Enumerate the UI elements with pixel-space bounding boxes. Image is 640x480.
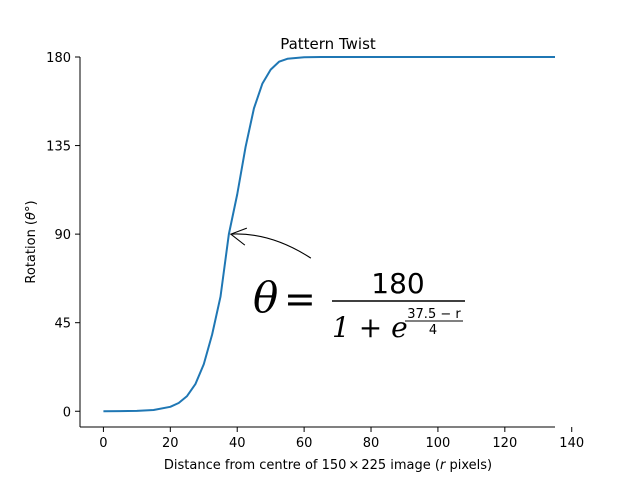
y-tick-label: 135 [46,140,71,155]
y-tick-label: 180 [46,51,71,66]
x-axis-label: Distance from centre of 150 × 225 image (r… [164,458,492,473]
formula-numerator: 180 [371,267,424,300]
x-tick-label: 80 [363,436,380,451]
formula-exp-numerator: 37.5 − r [407,307,461,322]
arrow-shaft [230,233,312,259]
annotation-arrow [229,227,312,259]
series-group [103,56,555,413]
x-tick-label: 100 [426,436,451,451]
y-axis-label: Rotation (θ°) [24,200,39,283]
x-tick-label: 40 [229,436,246,451]
x-tick-label: 120 [492,436,517,451]
x-tick-label: 0 [99,436,107,451]
formula-lhs: θ [253,273,278,322]
arrow-head [229,227,248,246]
formula-equals: = [284,277,316,321]
y-tick-label: 0 [63,405,71,420]
x-tick-label: 20 [162,436,179,451]
series-line [103,56,555,413]
x-tick-label: 60 [296,436,313,451]
y-tick-label: 45 [54,317,71,332]
formula-exp-denominator: 4 [429,323,437,338]
axes [79,57,555,428]
formula-denominator: 1 + e [332,311,408,344]
x-axis-ticks: 0 20 40 60 80 100 120 140 [99,427,584,451]
y-tick-label: 90 [54,228,71,243]
y-axis-ticks: 0 45 90 135 180 [46,51,80,420]
formula-annotation: θ = 180 1 + e 37.5 − r 4 [253,267,465,344]
x-tick-label: 140 [559,436,584,451]
chart-title: Pattern Twist [280,35,376,53]
